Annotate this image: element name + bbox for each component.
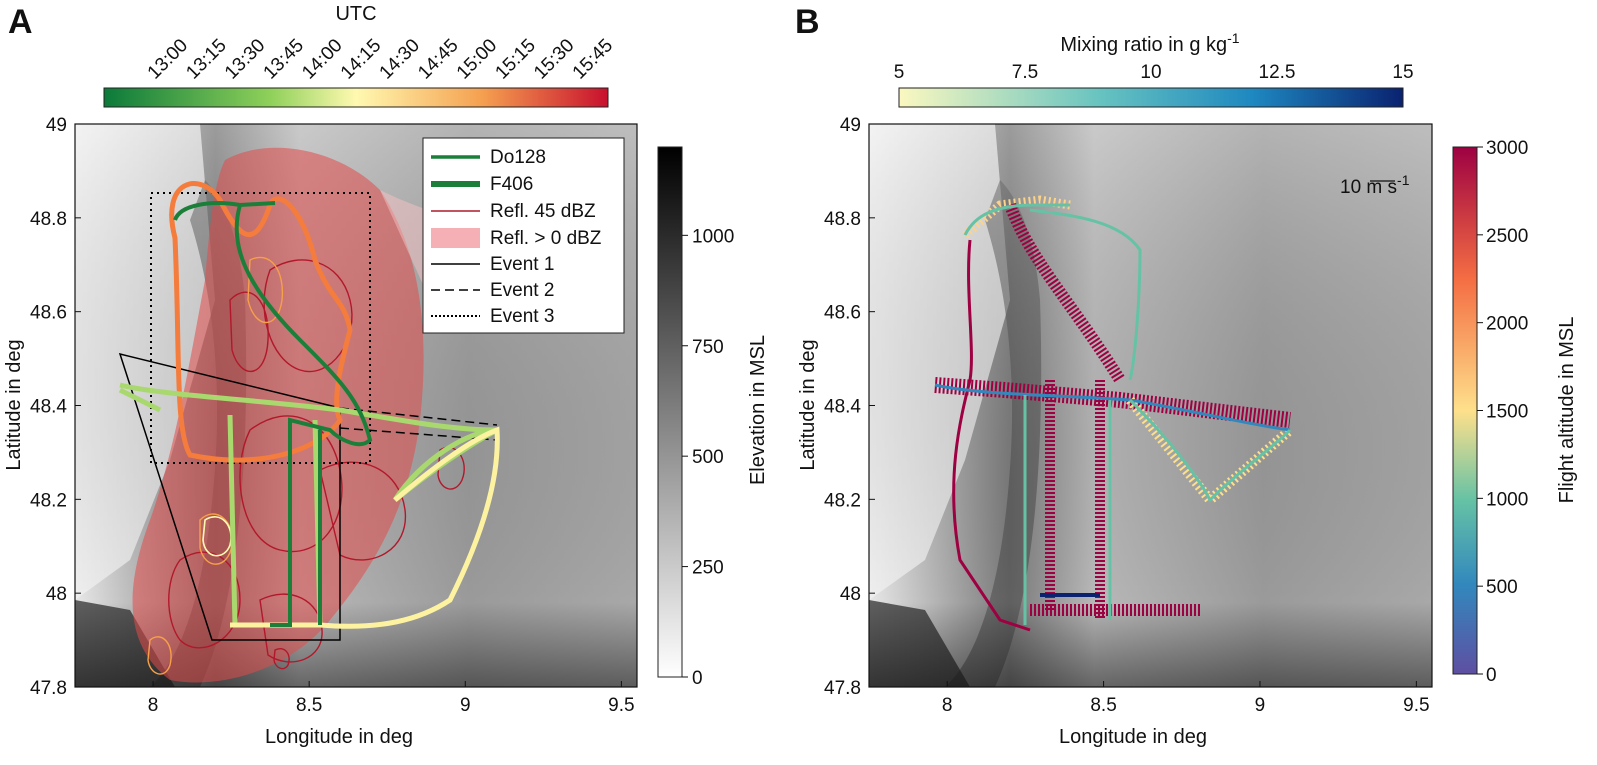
- elevation-tick-label: 0: [692, 668, 703, 689]
- y-tick-label: 48.6: [30, 303, 67, 324]
- altitude-tick-label: 500: [1486, 577, 1518, 598]
- utc-tick-label: 15:00: [453, 35, 501, 83]
- y-tick-label: 48.2: [824, 490, 861, 511]
- x-tick-label: 8.5: [296, 695, 322, 716]
- utc-colorbar: [103, 87, 609, 108]
- legend-f406: F406: [490, 174, 533, 195]
- legend-event1: Event 1: [490, 254, 554, 275]
- f406-track-red: [169, 181, 353, 463]
- utc-tick-label: 14:00: [298, 35, 346, 83]
- y-tick-label: 48.8: [824, 209, 861, 230]
- elevation-label: Elevation in MSL: [747, 335, 769, 485]
- elevation-ticks: 0 250 500 750 1000: [682, 226, 734, 689]
- utc-colorbar-title: UTC: [335, 3, 376, 25]
- utc-tick-label: 13:45: [260, 35, 308, 83]
- panel-a-x-ticks: 8 8.5 9 9.5: [148, 681, 635, 716]
- flight-track-b: [934, 203, 1292, 632]
- utc-tick-label: 15:45: [569, 35, 617, 83]
- utc-tick-label: 13:30: [221, 35, 269, 83]
- panel-a-legend: Do128 F406 Refl. 45 dBZ Refl. > 0 dBZ Ev…: [422, 137, 625, 334]
- panel-b-xlabel: Longitude in deg: [1059, 726, 1207, 748]
- mixing-tick-label: 10: [1140, 62, 1161, 83]
- panel-b: B Mixing ratio in g kg-1 5 7.5 10 12.5 15: [795, 3, 1578, 748]
- panel-b-y-ticks: 47.8 48 48.2 48.4 48.6 48.8 49: [824, 115, 875, 699]
- y-tick-label: 48.4: [824, 397, 861, 418]
- altitude-tick-label: 1500: [1486, 402, 1528, 423]
- elevation-tick-label: 1000: [692, 226, 734, 247]
- panel-a-ylabel: Latitude in deg: [3, 339, 25, 470]
- x-tick-label: 9: [460, 695, 471, 716]
- panel-b-ylabel: Latitude in deg: [797, 339, 819, 470]
- panel-a: A UTC 13:0013:1513:3013:4514:0014:1514:3…: [3, 3, 769, 748]
- x-tick-label: 8.5: [1090, 695, 1116, 716]
- y-tick-label: 47.8: [824, 678, 861, 699]
- utc-tick-label: 15:30: [530, 35, 578, 83]
- wind-scale-label: 10 m s-1: [1340, 172, 1410, 198]
- y-tick-label: 48.6: [824, 303, 861, 324]
- legend-do128: Do128: [490, 147, 546, 168]
- mixing-colorbar-title: Mixing ratio in g kg-1: [1060, 30, 1239, 56]
- legend-event3: Event 3: [490, 306, 554, 327]
- altitude-tick-label: 3000: [1486, 138, 1528, 159]
- y-tick-label: 47.8: [30, 678, 67, 699]
- y-tick-label: 48.2: [30, 490, 67, 511]
- y-tick-label: 48.4: [30, 397, 67, 418]
- legend-event2: Event 2: [490, 280, 554, 301]
- panel-a-letter: A: [8, 3, 33, 41]
- event-1-box: [118, 352, 341, 641]
- x-tick-label: 8: [148, 695, 159, 716]
- elevation-tick-label: 250: [692, 558, 724, 579]
- mixing-tick-label: 7.5: [1012, 62, 1038, 83]
- x-tick-label: 9: [1255, 695, 1266, 716]
- panel-b-x-ticks: 8 8.5 9 9.5: [942, 681, 1430, 716]
- altitude-tick-label: 0: [1486, 665, 1497, 686]
- panel-a-xlabel: Longitude in deg: [265, 726, 413, 748]
- y-tick-label: 49: [840, 115, 861, 136]
- utc-tick-label: 13:00: [144, 35, 192, 83]
- refl-45-contour-yellow: [202, 516, 232, 557]
- f406-track-green: [118, 382, 499, 626]
- utc-tick-label: 13:15: [182, 35, 230, 83]
- mixing-tick-label: 15: [1392, 62, 1413, 83]
- utc-tick-label: 14:30: [376, 35, 424, 83]
- y-tick-label: 48.8: [30, 209, 67, 230]
- x-tick-label: 9.5: [1403, 695, 1429, 716]
- mixing-tick-label: 12.5: [1259, 62, 1296, 83]
- x-tick-label: 8: [942, 695, 953, 716]
- elevation-tick-label: 750: [692, 337, 724, 358]
- legend-refl0-patch: [431, 228, 480, 248]
- mixing-tick-label: 5: [894, 62, 905, 83]
- altitude-ticks: 0 500 1000 1500 2000 2500 3000: [1477, 138, 1528, 686]
- wind-barbs: [934, 195, 1294, 620]
- event-3-box: [150, 192, 371, 464]
- y-tick-label: 49: [46, 115, 67, 136]
- f406-track-yellow: [230, 426, 500, 629]
- legend-refl45: Refl. 45 dBZ: [490, 201, 596, 222]
- utc-tick-label: 14:45: [414, 35, 462, 83]
- utc-tick-label: 15:15: [491, 35, 539, 83]
- utc-tick-label: 14:15: [337, 35, 385, 83]
- panel-a-y-ticks: 47.8 48 48.2 48.4 48.6 48.8 49: [30, 115, 81, 699]
- mixing-colorbar: [898, 87, 1404, 108]
- elevation-tick-label: 500: [692, 447, 724, 468]
- altitude-tick-label: 2500: [1486, 226, 1528, 247]
- panel-b-letter: B: [795, 3, 820, 41]
- elevation-colorbar: [657, 146, 683, 678]
- altitude-colorbar: [1452, 146, 1478, 675]
- do128-track: [173, 201, 373, 627]
- mixing-ticks: 5 7.5 10 12.5 15: [894, 62, 1414, 83]
- legend-refl0: Refl. > 0 dBZ: [490, 228, 602, 249]
- y-tick-label: 48: [46, 584, 67, 605]
- x-tick-label: 9.5: [608, 695, 634, 716]
- utc-tick-labels: 13:0013:1513:3013:4514:0014:1514:3014:45…: [144, 35, 617, 83]
- y-tick-label: 48: [840, 584, 861, 605]
- panel-b-map: [869, 124, 1432, 687]
- altitude-label: Flight altitude in MSL: [1556, 317, 1578, 504]
- altitude-tick-label: 2000: [1486, 314, 1528, 335]
- altitude-tick-label: 1000: [1486, 489, 1528, 510]
